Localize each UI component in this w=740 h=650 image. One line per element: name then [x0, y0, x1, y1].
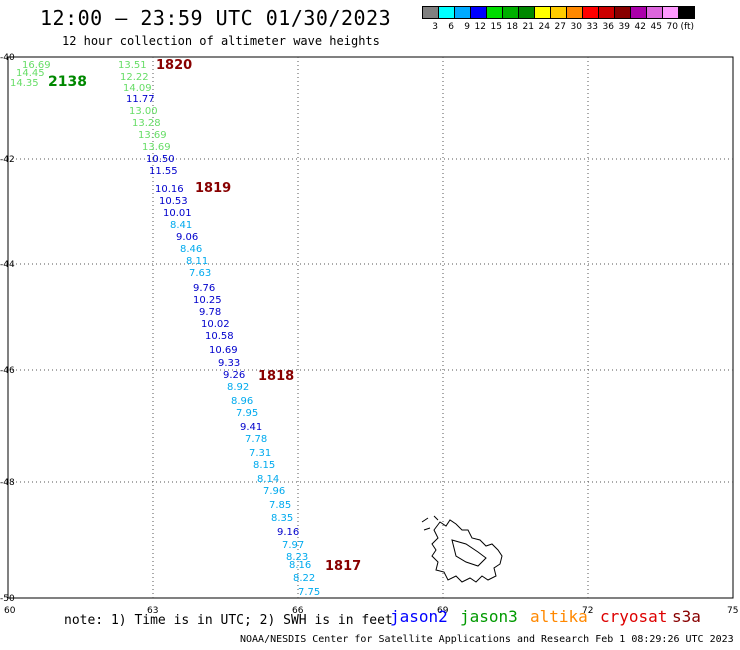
wave-height-label: 7.75	[298, 587, 320, 598]
footnote: note: 1) Time is in UTC; 2) SWH is in fe…	[64, 613, 393, 628]
wave-height-label: 14.45	[16, 68, 45, 79]
wave-height-label: 10.01	[163, 208, 192, 219]
wave-height-label: 7.97	[282, 540, 304, 551]
legend-label: 45	[650, 22, 662, 32]
legend-label: 36	[602, 22, 614, 32]
pass-time-label: 1818	[258, 369, 294, 384]
wave-height-label: 8.96	[231, 396, 253, 407]
wave-height-label: 8.11	[186, 256, 208, 267]
legend-label: 21	[522, 22, 534, 32]
wave-height-label: 7.78	[245, 434, 267, 445]
satellite-label: jason2	[390, 607, 448, 626]
islet-marks	[421, 515, 439, 531]
wave-height-label: 10.02	[201, 319, 230, 330]
satellite-label: jason3	[460, 607, 518, 626]
wave-height-label: 11.55	[149, 166, 178, 177]
wave-height-label: 13.69	[138, 130, 167, 141]
wave-height-label: 14.35	[10, 78, 39, 89]
lon-tick-label: 66	[292, 606, 304, 616]
legend-label: 24	[538, 22, 550, 32]
legend-label: 27	[554, 22, 566, 32]
wave-height-label: 13.00	[129, 106, 158, 117]
lat-tick-label: -48	[0, 478, 15, 488]
satellite-label: cryosat	[600, 607, 668, 626]
wave-height-label: 8.16	[289, 560, 311, 571]
wave-height-label: 8.15	[253, 460, 275, 471]
wave-height-label: 9.16	[277, 527, 299, 538]
wave-height-label: 7.96	[263, 486, 285, 497]
wave-height-label: 11.77	[126, 94, 155, 105]
lon-tick-label: 72	[582, 606, 593, 616]
lon-tick-label: 60	[4, 606, 16, 616]
wave-height-label: 8.41	[170, 220, 192, 231]
wave-height-label: 10.16	[155, 184, 184, 195]
credit-line: NOAA/NESDIS Center for Satellite Applica…	[240, 634, 734, 645]
legend-label: 39	[618, 22, 630, 32]
wave-height-label: 9.78	[199, 307, 221, 318]
satellite-label: altika	[530, 607, 588, 626]
wave-height-label: 9.41	[240, 422, 262, 433]
wave-height-label: 13.28	[132, 118, 161, 129]
wave-height-label: 14.09	[123, 83, 152, 94]
legend-label: 33	[586, 22, 598, 32]
wave-height-label: 8.23	[286, 552, 308, 563]
legend-label: 12	[474, 22, 486, 32]
legend-label: 15	[490, 22, 502, 32]
lat-tick-label: -44	[0, 260, 15, 270]
legend-swatch	[678, 6, 695, 19]
wave-height-label: 8.35	[271, 513, 293, 524]
color-scale-labels: 3 6 9 12 15 18 21 24 27 30 33 36 39 42 45 70 (ft)	[422, 22, 694, 32]
wave-height-label: 10.53	[159, 196, 188, 207]
legend-label: 18	[506, 22, 518, 32]
pass-time-label: 1819	[195, 181, 231, 196]
wave-height-label: 8.92	[227, 382, 249, 393]
pass-time-label: 1817	[325, 559, 361, 574]
lon-tick-label: 63	[147, 606, 158, 616]
wave-height-label: 7.85	[269, 500, 291, 511]
page-title: 12:00 – 23:59 UTC 01/30/2023	[40, 6, 392, 30]
legend-label: 30	[570, 22, 582, 32]
wave-height-label: 7.31	[249, 448, 271, 459]
lon-tick-label: 69	[437, 606, 449, 616]
satellite-label: s3a	[672, 607, 701, 626]
legend-label: 3	[432, 22, 438, 32]
wave-height-label: 10.69	[209, 345, 238, 356]
wave-height-label: 12.22	[120, 72, 149, 83]
lat-tick-label: -50	[0, 594, 15, 604]
legend-label: (ft)	[680, 22, 694, 32]
lon-tick-label: 75	[727, 606, 738, 616]
lat-tick-label: -40	[0, 53, 15, 63]
legend-label: 6	[448, 22, 454, 32]
wave-height-label: 9.33	[218, 358, 240, 369]
pass-time-label: 1820	[156, 58, 192, 73]
wave-height-label: 10.50	[146, 154, 175, 165]
island-outline	[431, 519, 503, 583]
wave-height-label: 10.25	[193, 295, 222, 306]
island-inner-outline	[451, 539, 487, 567]
wave-height-label: 8.14	[257, 474, 279, 485]
legend-label: 9	[464, 22, 470, 32]
wave-height-label: 13.69	[142, 142, 171, 153]
wave-height-label: 16.69	[22, 60, 51, 71]
wave-height-label: 8.46	[180, 244, 202, 255]
page-subtitle: 12 hour collection of altimeter wave hei…	[62, 34, 380, 48]
wave-height-label: 8.22	[293, 573, 315, 584]
legend-label: 70	[666, 22, 678, 32]
lat-tick-label: -42	[0, 155, 15, 165]
color-scale-legend	[422, 6, 695, 19]
plot-frame	[7, 56, 734, 599]
wave-height-label: 9.76	[193, 283, 215, 294]
wave-height-label: 9.06	[176, 232, 198, 243]
wave-height-label: 7.95	[236, 408, 258, 419]
wave-height-label: 9.26	[223, 370, 245, 381]
legend-label: 42	[634, 22, 646, 32]
wave-height-label: 13.51	[118, 60, 147, 71]
lat-tick-label: -46	[0, 366, 15, 376]
wave-height-label: 10.58	[205, 331, 234, 342]
pass-time-label: 2138	[48, 74, 87, 90]
wave-height-label: 7.63	[189, 268, 211, 279]
